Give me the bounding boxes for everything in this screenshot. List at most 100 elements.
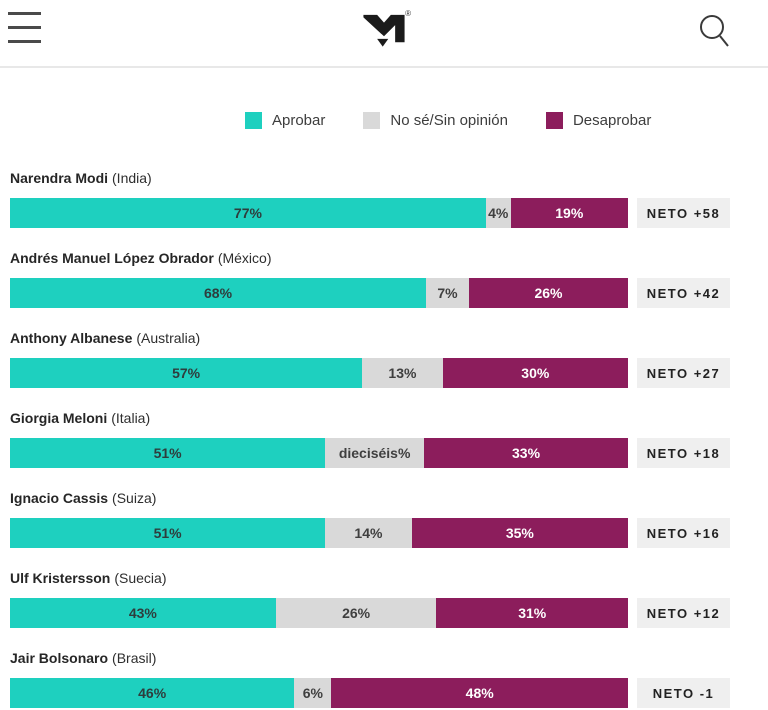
leader-label: Jair Bolsonaro (Brasil) bbox=[10, 650, 768, 667]
segment-neutral: 4% bbox=[485, 198, 511, 228]
leader-label: Narendra Modi (India) bbox=[10, 170, 768, 187]
segment-disapprove: 19% bbox=[510, 198, 628, 228]
morning-consult-logo[interactable]: ® bbox=[356, 9, 412, 57]
segment-value: 33% bbox=[512, 445, 541, 461]
chart-legend: Aprobar No sé/Sin opinión Desaprobar bbox=[0, 110, 768, 130]
bar-line: 68% 7% 26% NETO +42 bbox=[10, 278, 768, 308]
legend-item-no-se: No sé/Sin opinión bbox=[363, 111, 508, 129]
segment-value: 26% bbox=[534, 285, 563, 301]
leader-country: (Suecia) bbox=[114, 570, 167, 586]
leader-label: Giorgia Meloni (Italia) bbox=[10, 410, 768, 427]
segment-value: 77% bbox=[233, 205, 262, 221]
leader-row: Giorgia Meloni (Italia) 51% dieciséis% 33… bbox=[10, 410, 768, 468]
segment-value: 43% bbox=[128, 605, 157, 621]
leader-country: (Suiza) bbox=[112, 490, 157, 506]
leader-row: Ulf Kristersson (Suecia) 43% 26% 31% NETO… bbox=[10, 570, 768, 628]
segment-value: 57% bbox=[172, 365, 201, 381]
leader-country: (Brasil) bbox=[112, 650, 157, 666]
net-badge: NETO +58 bbox=[637, 198, 730, 228]
segment-value: 4% bbox=[488, 205, 509, 221]
leader-country: (Italia) bbox=[111, 410, 151, 426]
approval-bar: 51% dieciséis% 33% bbox=[10, 438, 628, 468]
leader-country: (Australia) bbox=[136, 330, 201, 346]
legend-label: Aprobar bbox=[272, 111, 326, 129]
menu-button[interactable] bbox=[8, 12, 41, 43]
segment-value: 51% bbox=[153, 525, 182, 541]
segment-approve: 51% bbox=[10, 438, 326, 468]
segment-value: 13% bbox=[388, 365, 417, 381]
segment-disapprove: 31% bbox=[436, 598, 628, 628]
segment-value: 51% bbox=[153, 445, 182, 461]
net-badge: NETO +16 bbox=[637, 518, 730, 548]
net-badge: NETO +42 bbox=[637, 278, 730, 308]
segment-value: 48% bbox=[465, 685, 494, 701]
legend-item-desaprobar: Desaprobar bbox=[545, 111, 652, 129]
leader-row: Andrés Manuel López Obrador (México) 68% … bbox=[10, 250, 768, 308]
leader-country: (México) bbox=[217, 250, 272, 266]
leader-label: Anthony Albanese (Australia) bbox=[10, 330, 768, 347]
segment-neutral: 14% bbox=[325, 518, 412, 548]
leader-label: Ignacio Cassis (Suiza) bbox=[10, 490, 768, 507]
registered-mark: ® bbox=[405, 9, 411, 18]
approval-bar: 68% 7% 26% bbox=[10, 278, 628, 308]
bar-line: 51% dieciséis% 33% NETO +18 bbox=[10, 438, 768, 468]
segment-neutral: dieciséis% bbox=[325, 438, 425, 468]
leader-label: Andrés Manuel López Obrador (México) bbox=[10, 250, 768, 267]
approval-bar: 46% 6% 48% bbox=[10, 678, 628, 708]
search-button[interactable] bbox=[696, 12, 732, 52]
segment-disapprove: 48% bbox=[331, 678, 628, 708]
leader-country: (India) bbox=[112, 170, 152, 186]
segment-neutral: 13% bbox=[362, 358, 443, 388]
site-header: ® bbox=[0, 0, 768, 68]
net-badge: NETO +18 bbox=[637, 438, 730, 468]
net-badge: NETO +27 bbox=[637, 358, 730, 388]
approval-bar: 77% 4% 19% bbox=[10, 198, 628, 228]
segment-value: 30% bbox=[521, 365, 550, 381]
segment-approve: 57% bbox=[10, 358, 363, 388]
segment-value: dieciséis% bbox=[338, 445, 411, 461]
bar-line: 43% 26% 31% NETO +12 bbox=[10, 598, 768, 628]
bar-line: 77% 4% 19% NETO +58 bbox=[10, 198, 768, 228]
legend-swatch-no-se bbox=[363, 111, 381, 129]
approval-bar: 51% 14% 35% bbox=[10, 518, 628, 548]
segment-disapprove: 33% bbox=[424, 438, 628, 468]
segment-disapprove: 35% bbox=[411, 518, 628, 548]
segment-value: 26% bbox=[342, 605, 371, 621]
leader-name: Jair Bolsonaro bbox=[10, 650, 109, 666]
segment-value: 14% bbox=[354, 525, 383, 541]
segment-neutral: 6% bbox=[294, 678, 332, 708]
leader-row: Ignacio Cassis (Suiza) 51% 14% 35% NETO +… bbox=[10, 490, 768, 548]
leader-row: Jair Bolsonaro (Brasil) 46% 6% 48% NETO -… bbox=[10, 650, 768, 708]
leader-label: Ulf Kristersson (Suecia) bbox=[10, 570, 768, 587]
segment-disapprove: 30% bbox=[442, 358, 629, 388]
legend-swatch-desaprobar bbox=[545, 111, 563, 129]
segment-value: 6% bbox=[302, 685, 323, 701]
leader-name: Andrés Manuel López Obrador bbox=[10, 250, 214, 266]
segment-value: 68% bbox=[204, 285, 233, 301]
segment-value: 31% bbox=[518, 605, 547, 621]
segment-approve: 68% bbox=[10, 278, 427, 308]
leader-row: Anthony Albanese (Australia) 57% 13% 30% … bbox=[10, 330, 768, 388]
bar-line: 46% 6% 48% NETO -1 bbox=[10, 678, 768, 708]
legend-label: Desaprobar bbox=[572, 111, 652, 129]
leader-name: Ulf Kristersson bbox=[10, 570, 111, 586]
legend-label: No sé/Sin opinión bbox=[390, 111, 508, 129]
leader-name: Ignacio Cassis bbox=[10, 490, 109, 506]
segment-value: 7% bbox=[437, 285, 458, 301]
approval-bar: 43% 26% 31% bbox=[10, 598, 628, 628]
net-badge: NETO -1 bbox=[637, 678, 730, 708]
segment-value: 35% bbox=[505, 525, 534, 541]
bar-line: 51% 14% 35% NETO +16 bbox=[10, 518, 768, 548]
hamburger-icon bbox=[8, 40, 41, 43]
segment-value: 46% bbox=[138, 685, 167, 701]
leader-name: Narendra Modi bbox=[10, 170, 109, 186]
leader-name: Giorgia Meloni bbox=[10, 410, 108, 426]
segment-value: 19% bbox=[555, 205, 584, 221]
approval-bar: 57% 13% 30% bbox=[10, 358, 629, 388]
bar-line: 57% 13% 30% NETO +27 bbox=[10, 358, 768, 388]
hamburger-icon bbox=[8, 26, 41, 29]
segment-approve: 51% bbox=[10, 518, 326, 548]
legend-item-aprobar: Aprobar bbox=[245, 111, 326, 129]
segment-approve: 43% bbox=[10, 598, 276, 628]
leaders-chart: Narendra Modi (India) 77% 4% 19% NETO +58… bbox=[0, 170, 768, 708]
